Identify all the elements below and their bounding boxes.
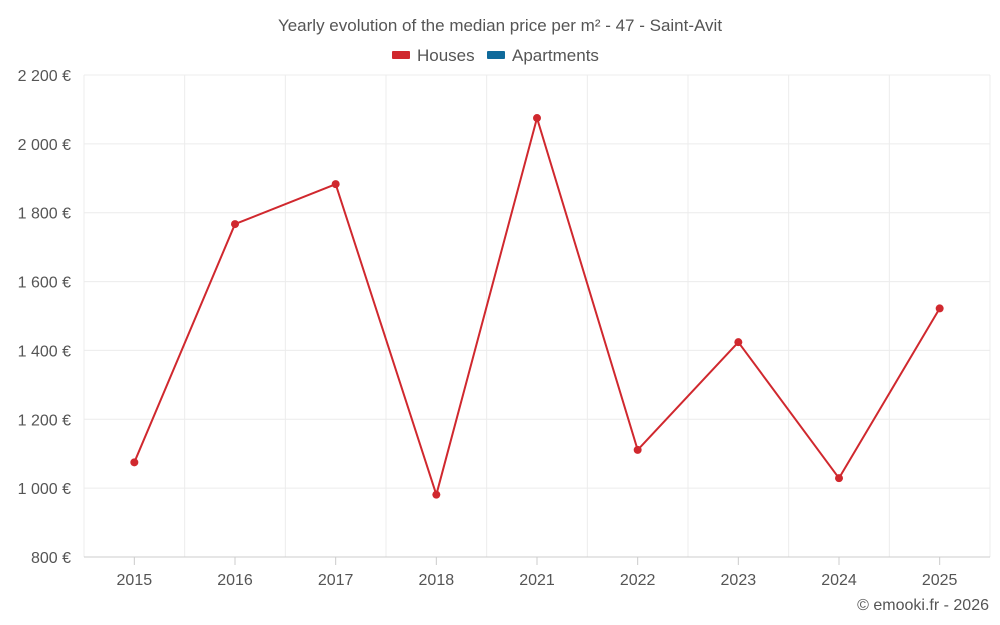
legend: Houses Apartments	[392, 46, 599, 65]
y-tick-label: 1 400 €	[18, 343, 71, 360]
x-tick-label: 2016	[217, 572, 253, 589]
y-tick-label: 1 800 €	[18, 206, 71, 223]
data-point-houses[interactable]	[533, 114, 541, 123]
x-tick-label: 2018	[419, 572, 455, 589]
y-tick-label: 2 200 €	[18, 68, 71, 85]
y-tick-label: 1 600 €	[18, 275, 71, 292]
x-tick-label: 2023	[721, 572, 757, 589]
chart-title: Yearly evolution of the median price per…	[278, 16, 722, 35]
y-tick-label: 2 000 €	[18, 137, 71, 154]
data-point-houses[interactable]	[432, 490, 441, 499]
data-point-houses[interactable]	[231, 220, 239, 229]
x-tick-label: 2025	[922, 572, 958, 589]
legend-label-houses: Houses	[417, 46, 475, 65]
data-point-houses[interactable]	[935, 304, 944, 313]
y-tick-label: 1 200 €	[18, 412, 71, 429]
x-axis-ticks: 2015 2016 2017 2018 2021 2022 2023 2024 2025	[117, 557, 958, 589]
credit-text: © emooki.fr - 2026	[857, 597, 989, 614]
x-tick-label: 2015	[117, 572, 153, 589]
data-point-houses[interactable]	[331, 180, 340, 189]
data-point-houses[interactable]	[734, 338, 743, 347]
y-axis-ticks: 800 € 1 000 € 1 200 € 1 400 € 1 600 € 1 800 €…	[18, 68, 71, 567]
y-tick-label: 800 €	[31, 550, 71, 567]
legend-label-apartments: Apartments	[512, 46, 599, 65]
x-tick-label: 2021	[519, 572, 555, 589]
y-tick-label: 1 000 €	[18, 481, 71, 498]
legend-swatch-houses	[392, 51, 410, 59]
legend-swatch-apartments	[487, 51, 505, 59]
legend-item-houses[interactable]: Houses	[392, 46, 475, 65]
x-tick-label: 2024	[821, 572, 857, 589]
grid	[83, 74, 991, 557]
data-point-houses[interactable]	[835, 474, 843, 483]
data-point-houses[interactable]	[130, 458, 139, 467]
series-line-houses	[133, 117, 941, 496]
x-tick-label: 2022	[620, 572, 656, 589]
series-houses	[130, 114, 944, 499]
x-tick-label: 2017	[318, 572, 354, 589]
legend-item-apartments[interactable]: Apartments	[487, 46, 599, 65]
data-point-houses[interactable]	[633, 445, 642, 454]
